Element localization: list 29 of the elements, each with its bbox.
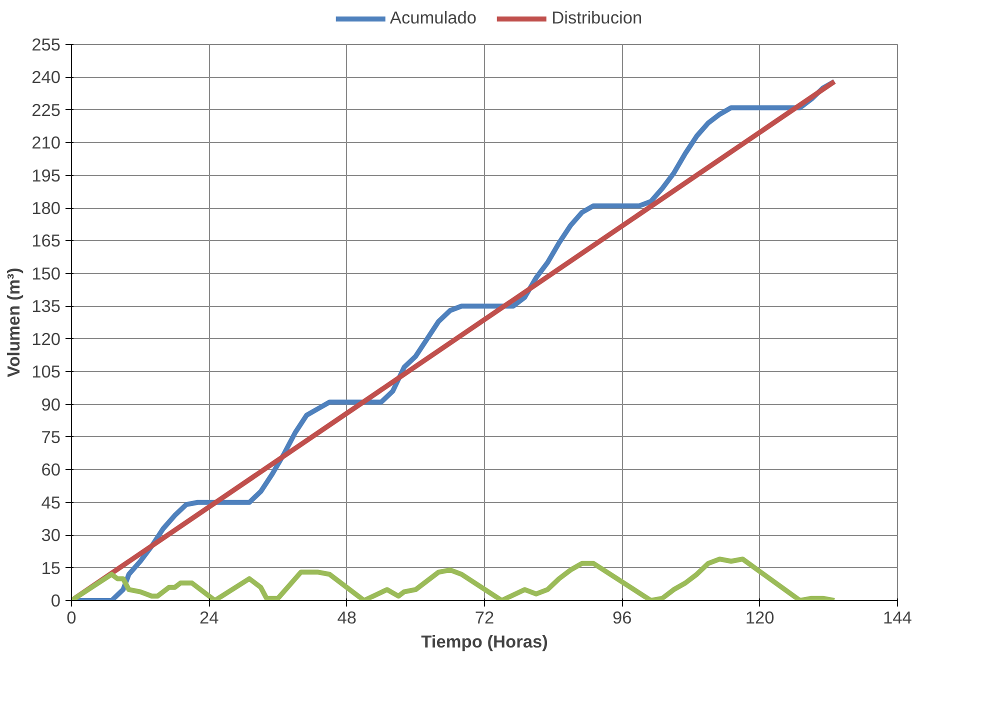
legend-label: Acumulado [390, 8, 477, 28]
x-tick-label: 120 [745, 608, 774, 628]
y-tick-label: 60 [41, 460, 61, 480]
legend-label: Distribucion [552, 8, 642, 28]
y-axis-title: Volumen (m³) [4, 268, 24, 378]
x-tick-label: 48 [337, 608, 356, 628]
y-tick-label: 75 [41, 426, 61, 447]
y-tick-label: 45 [41, 492, 61, 512]
y-tick-label: 210 [32, 132, 61, 153]
y-tick-label: 105 [32, 362, 61, 382]
x-tick-label: 0 [66, 608, 76, 628]
y-tick-label: 120 [32, 328, 61, 349]
y-tick-label: 0 [50, 590, 61, 610]
y-tick-label: 255 [32, 34, 61, 54]
y-tick-label: 165 [32, 230, 61, 251]
y-tick-label: 135 [32, 296, 61, 316]
x-tick-label: 96 [612, 608, 632, 628]
x-tick-label: 144 [883, 608, 912, 628]
y-tick-label: 150 [32, 263, 61, 284]
y-tick-label: 195 [32, 165, 61, 186]
y-tick-label: 15 [41, 558, 61, 578]
x-tick-label: 24 [200, 608, 220, 628]
y-tick-label: 225 [32, 100, 61, 120]
x-axis-title: Tiempo (Horas) [421, 632, 548, 652]
y-tick-label: 90 [41, 394, 61, 414]
y-tick-label: 30 [41, 525, 61, 546]
y-tick-label: 240 [32, 67, 61, 88]
y-tick-label: 180 [32, 198, 61, 218]
x-tick-label: 72 [474, 608, 494, 628]
